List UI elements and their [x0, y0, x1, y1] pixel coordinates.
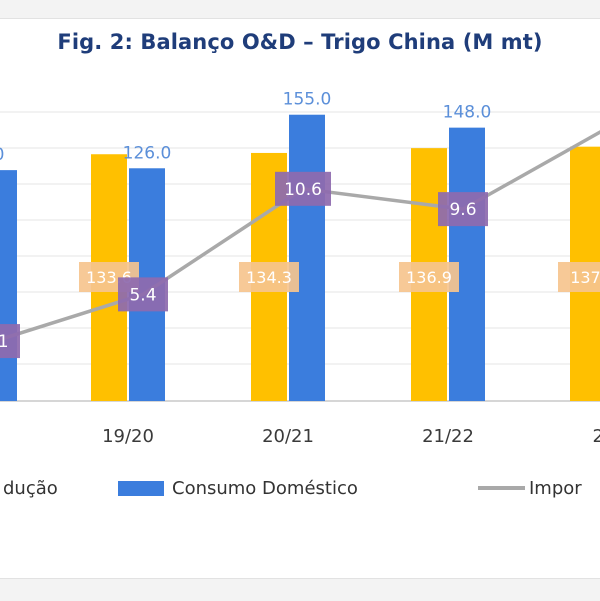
data-label-consumo: 148.0	[443, 103, 492, 123]
label-text: 3.1	[0, 332, 9, 352]
data-label-importacao: 10.6	[275, 171, 331, 206]
label-box	[239, 262, 299, 292]
label-text: 134.3	[246, 268, 292, 287]
label-box	[558, 262, 600, 292]
data-label-consumo: 0	[0, 145, 4, 165]
data-label-importacao: 3.1	[0, 324, 20, 359]
top-border	[0, 0, 600, 19]
bottom-border	[0, 578, 600, 601]
data-label-producao: 134.3	[239, 262, 299, 292]
legend-swatch-consumo	[118, 481, 164, 496]
label-text: 136.9	[406, 268, 452, 287]
legend: dução Consumo Doméstico Impor	[3, 478, 582, 499]
label-box	[118, 277, 168, 312]
label-text: 9.6	[449, 200, 476, 220]
label-text: 137.	[570, 268, 600, 287]
legend-label-importacao: Impor	[529, 478, 582, 499]
label-text: 10.6	[284, 180, 322, 200]
bar-consumo	[0, 170, 17, 401]
label-box	[0, 324, 20, 359]
data-label-importacao: 5.4	[118, 277, 168, 312]
data-label-consumo: 155.0	[283, 90, 332, 110]
legend-label-producao: dução	[3, 478, 58, 499]
x-tick-label: 19/20	[102, 426, 154, 447]
bar-consumo	[289, 114, 325, 401]
chart-title: Fig. 2: Balanço O&D – Trigo China (M mt)	[57, 30, 543, 54]
label-box	[275, 171, 331, 206]
data-label-consumo: 126.0	[123, 143, 172, 163]
x-tick-label: 21/22	[422, 426, 474, 447]
label-box	[399, 262, 459, 292]
x-tick-label: 20/21	[262, 426, 314, 447]
legend-label-consumo: Consumo Doméstico	[172, 478, 358, 499]
data-label-producao: 137.	[558, 262, 600, 292]
x-tick-label: 22/	[593, 426, 600, 447]
data-label-importacao: 9.6	[438, 192, 488, 227]
label-text: 5.4	[129, 285, 156, 305]
label-box	[438, 192, 488, 227]
bars	[0, 114, 600, 402]
data-label-producao: 136.9	[399, 262, 459, 292]
